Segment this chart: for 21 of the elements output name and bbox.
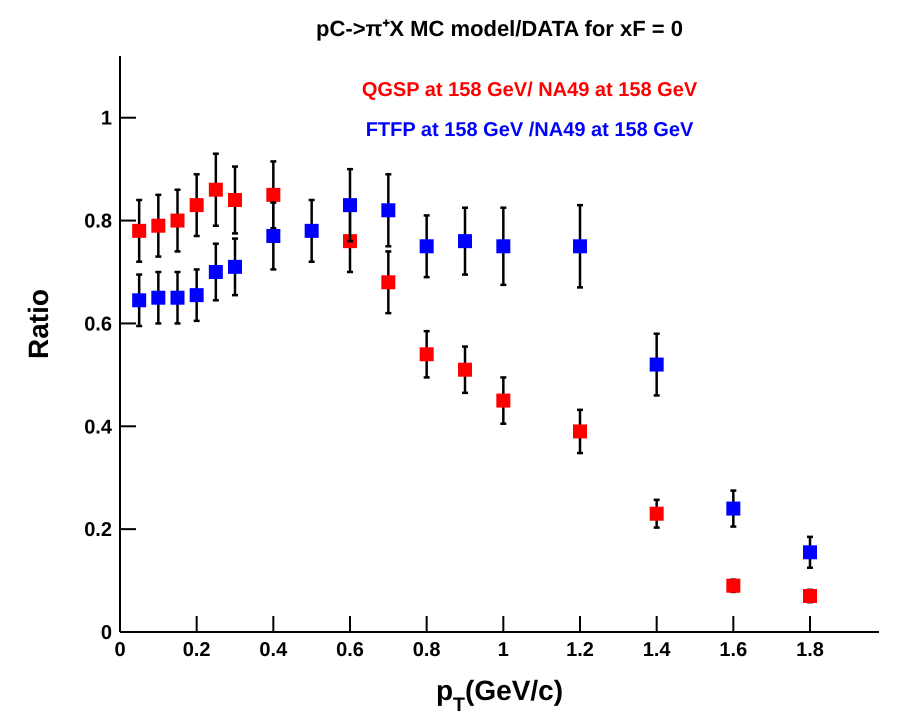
- y-tick-label: 1: [100, 108, 112, 130]
- x-axis-title: p$_{T}$(GeV/c): [436, 675, 564, 716]
- x-tick-label: 0.8: [412, 639, 441, 661]
- y-tick-label: 0.8: [84, 210, 112, 233]
- x-tick-label: 1.2: [566, 639, 594, 661]
- y-tick-label: 0: [100, 622, 112, 644]
- x-tick-label: 1.6: [719, 639, 748, 661]
- x-tick-label: 1.4: [642, 639, 672, 661]
- y-tick-label: 0.2: [84, 519, 112, 542]
- x-tick-label: 0.2: [182, 639, 211, 661]
- x-tick-label: 0: [114, 639, 126, 661]
- x-tick-label: 1.8: [796, 639, 824, 661]
- text: FTFP at 158 GeV /NA49 at 158 GeV: [366, 119, 694, 141]
- x-tick-label: 0.6: [336, 639, 364, 661]
- y-tick-label: 0.4: [84, 416, 113, 438]
- y-tick-label: 0.6: [84, 313, 112, 336]
- chart-title: pC->π⁺X MC model/DATA for xF = 0: [316, 16, 683, 41]
- y-axis-title: Ratio: [23, 289, 54, 359]
- x-tick-label: 1: [498, 639, 509, 661]
- x-tick-label: 0.4: [259, 639, 288, 661]
- text: QGSP at 158 GeV/ NA49 at 158 GeV: [362, 79, 698, 101]
